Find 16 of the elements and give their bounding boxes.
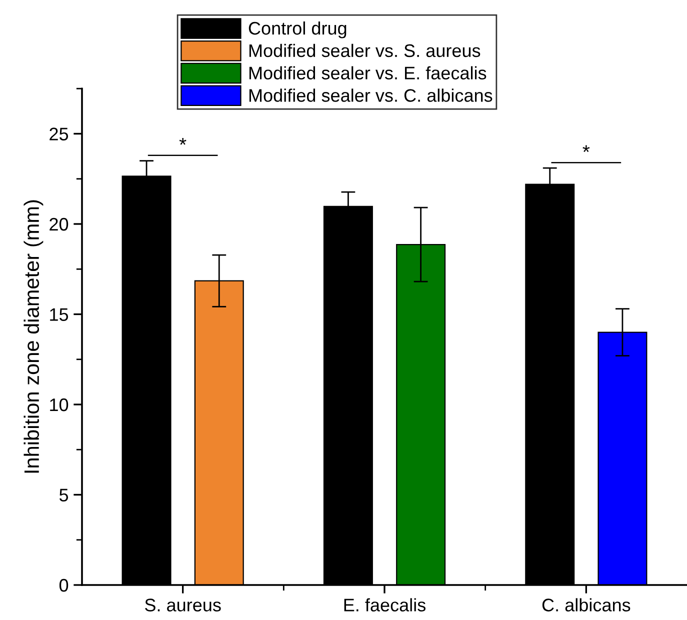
annotation: * — [179, 138, 186, 145]
legend-label: Modified sealer vs. C. albicans — [249, 88, 492, 102]
legend-label: Control drug — [248, 21, 346, 38]
y-tick-label: 0 — [59, 578, 68, 592]
x-tick-label: E. faecalis — [344, 598, 426, 612]
y-axis-title: Inhibition zone diameter (mm) — [24, 200, 44, 473]
x-tick-label: C. albicans — [542, 598, 630, 612]
y-tick-label: 20 — [50, 218, 68, 231]
legend-label: Modified sealer vs. S. aureus — [249, 44, 480, 58]
y-tick-label: 25 — [50, 128, 68, 140]
legend-label: Modified sealer vs. E. faecalis — [249, 66, 486, 80]
x-tick-label: S. aureus — [145, 598, 221, 612]
y-tick-label: 5 — [59, 488, 68, 502]
y-tick-label: 15 — [50, 308, 68, 321]
y-tick-label: 10 — [50, 398, 68, 412]
annotation: * — [582, 145, 590, 152]
